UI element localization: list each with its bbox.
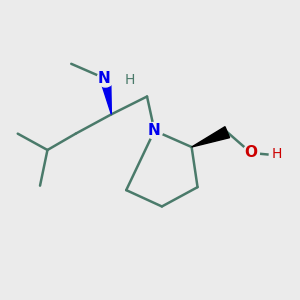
Circle shape: [243, 145, 260, 161]
Polygon shape: [192, 127, 230, 147]
Circle shape: [97, 70, 114, 87]
Text: N: N: [98, 71, 110, 86]
Text: O: O: [244, 146, 258, 160]
Text: H: H: [272, 148, 282, 161]
Text: N: N: [148, 123, 161, 138]
Polygon shape: [100, 78, 111, 114]
Text: H: H: [125, 73, 135, 87]
Circle shape: [146, 122, 163, 139]
